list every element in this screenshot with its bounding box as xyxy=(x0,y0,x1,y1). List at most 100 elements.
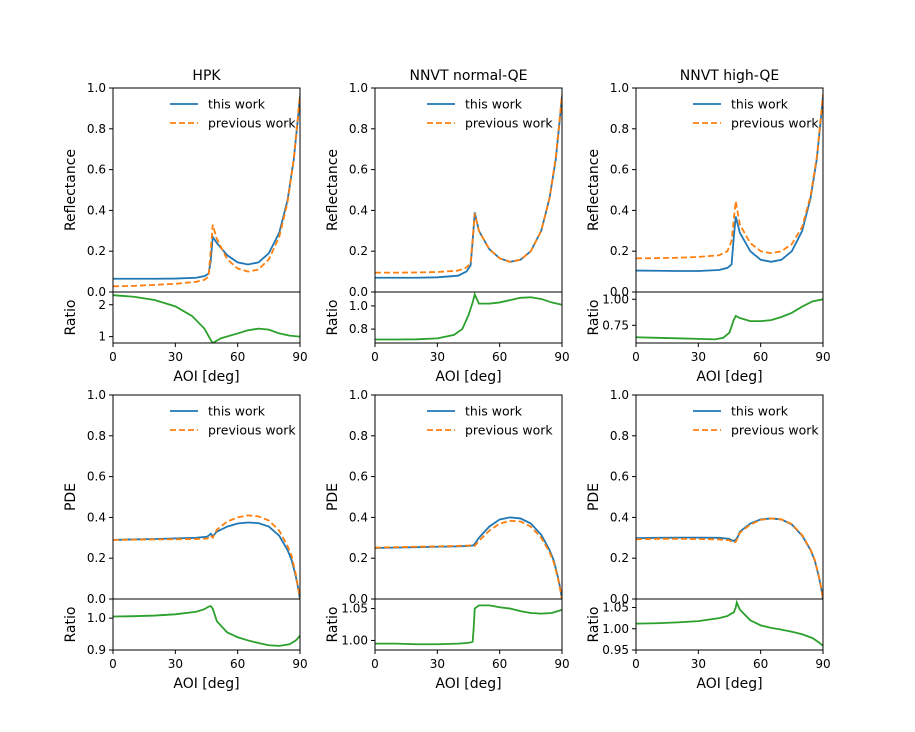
x-axis-label: AOI [deg] xyxy=(173,676,239,692)
y-tick-label: 0.6 xyxy=(349,163,368,177)
ratio-axes-frame xyxy=(635,291,824,344)
ratio-y-tick-label: 1.05 xyxy=(341,602,368,616)
y-tick-label: 0.8 xyxy=(610,429,629,443)
y-tick-label: 0.6 xyxy=(87,470,106,484)
panel-3: NNVT high-QE 0.0 0.2 0.4 0.6 0.8 1.0 0.75 1.00 0 3… xyxy=(586,68,831,385)
panel-4: 0.0 0.2 0.4 0.6 0.8 1.0 0.9 1.0 0 30 60 90 AOI [deg]… xyxy=(63,388,308,692)
y-axis-label: Reflectance xyxy=(586,149,602,231)
legend: this work previous work xyxy=(427,404,553,438)
x-tick-label: 60 xyxy=(230,350,245,364)
x-tick-label: 0 xyxy=(371,657,379,671)
y-tick-label: 0.2 xyxy=(87,244,106,258)
legend: this work previous work xyxy=(170,404,296,438)
ratio-axes-frame xyxy=(112,291,301,344)
ratio-y-axis-label: Ratio xyxy=(63,300,79,336)
y-tick-label: 0.0 xyxy=(610,592,629,606)
y-tick-label: 0.8 xyxy=(87,122,106,136)
x-axis-label: AOI [deg] xyxy=(435,369,501,385)
previous-work-series-line xyxy=(113,94,300,288)
ratio-y-tick-label: 1.00 xyxy=(341,633,368,647)
ratio-axes-frame xyxy=(112,598,301,651)
x-tick-label: 90 xyxy=(554,657,569,671)
y-tick-label: 1.0 xyxy=(349,81,368,95)
ratio-series-line xyxy=(375,292,562,341)
x-axis-label: AOI [deg] xyxy=(173,369,239,385)
y-tick-label: 1.0 xyxy=(610,81,629,95)
previous-work-series-line xyxy=(375,519,562,599)
x-tick-label: 30 xyxy=(168,350,183,364)
y-tick-label: 0.8 xyxy=(349,122,368,136)
previous-work-series-line xyxy=(113,514,300,599)
y-tick-label: 0.4 xyxy=(349,510,368,524)
x-tick-label: 0 xyxy=(371,350,379,364)
ratio-axes-frame xyxy=(374,598,563,651)
y-tick-label: 1.0 xyxy=(610,388,629,402)
panel-2: NNVT normal-QE 0.0 0.2 0.4 0.6 0.8 1.0 0.8 1.0 0 3… xyxy=(325,68,570,385)
y-tick-label: 0.0 xyxy=(349,592,368,606)
x-tick-label: 90 xyxy=(554,350,569,364)
ratio-y-tick-label: 0.9 xyxy=(87,643,106,657)
ratio-axes-frame xyxy=(374,291,563,344)
ratio-y-tick-label: 1.00 xyxy=(602,292,629,306)
x-tick-label: 0 xyxy=(109,657,117,671)
x-axis-label: AOI [deg] xyxy=(435,676,501,692)
panel-title: HPK xyxy=(192,68,221,84)
ratio-series-line xyxy=(636,599,823,647)
previous-work-series-line xyxy=(375,94,562,274)
previous-work-series-line xyxy=(636,94,823,260)
x-tick-label: 60 xyxy=(492,350,507,364)
legend-previous-work-label: previous work xyxy=(731,423,819,438)
ratio-y-tick-label: 1.05 xyxy=(602,601,629,615)
ratio-series-line xyxy=(113,294,300,343)
ratio-y-tick-label: 2 xyxy=(98,298,106,312)
y-axis-label: Reflectance xyxy=(63,149,79,231)
legend-this-work-label: this work xyxy=(208,404,266,419)
y-tick-label: 0.4 xyxy=(349,203,368,217)
x-tick-label: 90 xyxy=(292,350,307,364)
this-work-series-line xyxy=(113,521,300,599)
y-tick-label: 0.2 xyxy=(610,244,629,258)
legend-previous-work-label: previous work xyxy=(731,116,819,131)
y-tick-label: 0.6 xyxy=(87,163,106,177)
y-tick-label: 0.0 xyxy=(87,592,106,606)
legend-previous-work-label: previous work xyxy=(465,116,553,131)
x-tick-label: 30 xyxy=(430,657,445,671)
x-tick-label: 30 xyxy=(691,350,706,364)
this-work-series-line xyxy=(375,516,562,599)
x-tick-label: 90 xyxy=(292,657,307,671)
y-tick-label: 0.0 xyxy=(349,285,368,299)
x-tick-label: 60 xyxy=(230,657,245,671)
legend: this work previous work xyxy=(693,404,819,438)
legend: this work previous work xyxy=(170,97,296,131)
legend-previous-work-label: previous work xyxy=(208,116,296,131)
x-tick-label: 30 xyxy=(691,657,706,671)
x-axis-label: AOI [deg] xyxy=(696,369,762,385)
y-tick-label: 0.6 xyxy=(610,470,629,484)
y-tick-label: 0.0 xyxy=(87,285,106,299)
y-tick-label: 0.8 xyxy=(87,429,106,443)
x-tick-label: 90 xyxy=(815,657,830,671)
x-axis-label: AOI [deg] xyxy=(696,676,762,692)
ratio-y-axis-label: Ratio xyxy=(586,607,602,643)
x-tick-label: 60 xyxy=(753,350,768,364)
y-tick-label: 0.8 xyxy=(610,122,629,136)
y-tick-label: 0.6 xyxy=(610,163,629,177)
x-tick-label: 60 xyxy=(753,657,768,671)
x-tick-label: 0 xyxy=(632,657,640,671)
y-tick-label: 0.4 xyxy=(87,510,106,524)
y-tick-label: 0.2 xyxy=(349,244,368,258)
ratio-y-axis-label: Ratio xyxy=(325,300,341,336)
legend-previous-work-label: previous work xyxy=(208,423,296,438)
y-tick-label: 1.0 xyxy=(87,388,106,402)
ratio-y-axis-label: Ratio xyxy=(63,607,79,643)
y-tick-label: 0.8 xyxy=(349,429,368,443)
y-tick-label: 0.4 xyxy=(87,203,106,217)
this-work-series-line xyxy=(636,517,823,599)
y-tick-label: 0.4 xyxy=(610,510,629,524)
y-axis-label: PDE xyxy=(63,483,79,511)
x-tick-label: 0 xyxy=(632,350,640,364)
x-tick-label: 30 xyxy=(430,350,445,364)
panel-1: HPK 0.0 0.2 0.4 0.6 0.8 1.0 1 2 0 30 60 90 AOI [deg] R… xyxy=(63,68,308,385)
ratio-y-tick-label: 1.0 xyxy=(349,299,368,313)
